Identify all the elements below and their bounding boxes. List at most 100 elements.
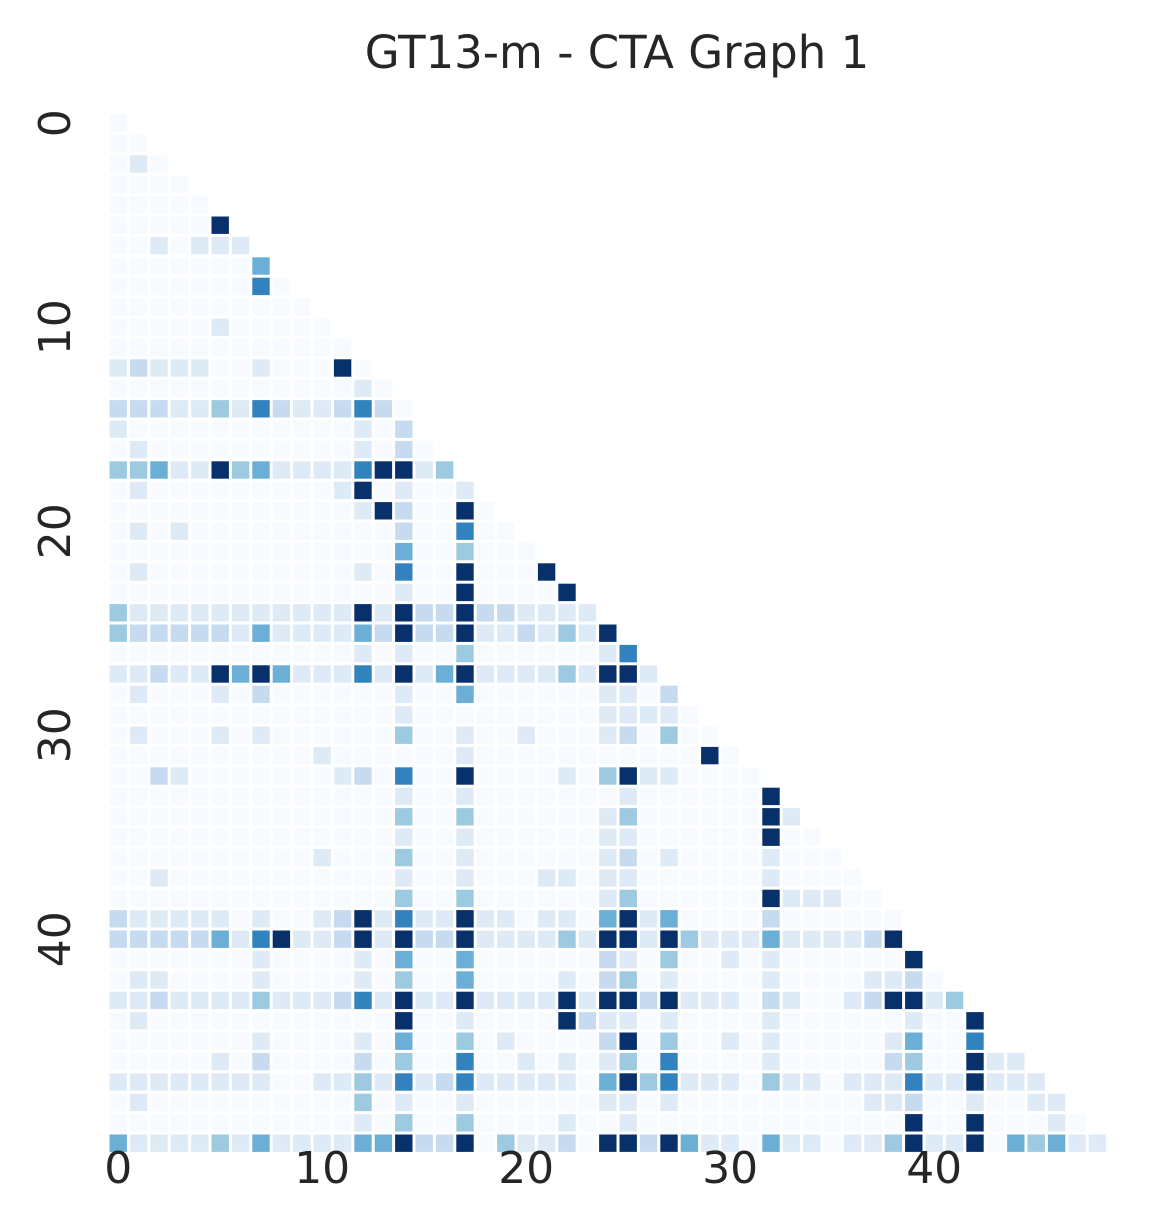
heatmap-cell bbox=[293, 461, 311, 479]
heatmap-cell bbox=[537, 726, 556, 744]
heatmap-cell bbox=[435, 746, 454, 765]
heatmap-cell bbox=[170, 1032, 189, 1050]
heatmap-cell bbox=[191, 930, 209, 948]
heatmap-cell bbox=[558, 1093, 576, 1112]
heatmap-cell bbox=[456, 1114, 474, 1132]
heatmap-cell bbox=[150, 359, 168, 377]
heatmap-cell bbox=[150, 583, 168, 602]
heatmap-cell bbox=[497, 889, 515, 908]
heatmap-cell bbox=[456, 808, 474, 826]
heatmap-cell bbox=[619, 950, 637, 969]
heatmap-cell bbox=[435, 624, 454, 642]
heatmap-cell bbox=[333, 726, 352, 744]
heatmap-cell bbox=[619, 787, 637, 806]
heatmap-cell bbox=[109, 726, 127, 744]
heatmap-cell bbox=[395, 420, 413, 438]
heatmap-cell bbox=[680, 1073, 699, 1091]
heatmap-cell bbox=[231, 379, 250, 398]
heatmap-cell bbox=[558, 726, 576, 744]
heatmap-cell bbox=[129, 481, 148, 500]
heatmap-cell bbox=[252, 298, 270, 316]
heatmap-cell bbox=[211, 1114, 229, 1132]
heatmap-cell bbox=[537, 563, 556, 581]
heatmap-cell bbox=[333, 604, 352, 622]
heatmap-cell bbox=[558, 624, 576, 642]
heatmap-cell bbox=[109, 1073, 127, 1091]
heatmap-cell bbox=[170, 522, 189, 540]
heatmap-cell bbox=[517, 1052, 535, 1071]
heatmap-cell bbox=[252, 338, 270, 357]
heatmap-cell bbox=[415, 706, 433, 724]
heatmap-cell bbox=[150, 196, 168, 214]
heatmap-cell bbox=[395, 767, 413, 785]
heatmap-cell bbox=[231, 1012, 250, 1030]
heatmap-cell bbox=[170, 298, 189, 316]
heatmap-cell bbox=[395, 869, 413, 887]
heatmap-cell bbox=[150, 522, 168, 540]
heatmap-cell bbox=[272, 706, 291, 724]
heatmap-cell bbox=[252, 1114, 270, 1132]
heatmap-cell bbox=[272, 869, 291, 887]
heatmap-cell bbox=[211, 1052, 229, 1071]
heatmap-cell bbox=[680, 1114, 699, 1132]
heatmap-cell bbox=[170, 563, 189, 581]
heatmap-cell bbox=[129, 1134, 148, 1152]
heatmap-cell bbox=[395, 563, 413, 581]
heatmap-cell bbox=[129, 563, 148, 581]
heatmap-cell bbox=[191, 808, 209, 826]
heatmap-cell bbox=[374, 583, 393, 602]
heatmap-cell bbox=[211, 950, 229, 969]
heatmap-cell bbox=[476, 930, 495, 948]
heatmap-cell bbox=[231, 726, 250, 744]
heatmap-cell bbox=[537, 808, 556, 826]
heatmap-cell bbox=[374, 767, 393, 785]
heatmap-cell bbox=[272, 1134, 291, 1152]
heatmap-cell bbox=[884, 1114, 903, 1132]
heatmap-cell bbox=[170, 359, 189, 377]
heatmap-cell bbox=[476, 624, 495, 642]
heatmap-cell bbox=[109, 440, 127, 459]
heatmap-cell bbox=[701, 950, 719, 969]
heatmap-cell bbox=[395, 1012, 413, 1030]
heatmap-cell bbox=[782, 889, 801, 908]
heatmap-cell bbox=[578, 1032, 597, 1050]
heatmap-cell bbox=[191, 563, 209, 581]
heatmap-cell bbox=[803, 1012, 821, 1030]
heatmap-cell bbox=[762, 1093, 780, 1112]
heatmap-cell bbox=[293, 889, 311, 908]
heatmap-cell bbox=[252, 767, 270, 785]
heatmap-cell bbox=[762, 787, 780, 806]
heatmap-cell bbox=[354, 644, 372, 663]
heatmap-cell bbox=[803, 869, 821, 887]
heatmap-cell bbox=[456, 950, 474, 969]
heatmap-cell bbox=[313, 746, 331, 765]
heatmap-cell bbox=[129, 1012, 148, 1030]
heatmap-cell bbox=[293, 1012, 311, 1030]
heatmap-cell bbox=[639, 746, 658, 765]
heatmap-cell bbox=[905, 1073, 923, 1091]
heatmap-cell bbox=[252, 604, 270, 622]
heatmap-cell bbox=[252, 1032, 270, 1050]
heatmap-cell bbox=[252, 808, 270, 826]
heatmap-cell bbox=[354, 706, 372, 724]
heatmap-cell bbox=[558, 930, 576, 948]
heatmap-cell bbox=[680, 910, 699, 928]
heatmap-cell bbox=[333, 706, 352, 724]
heatmap-cell bbox=[497, 787, 515, 806]
heatmap-cell bbox=[191, 481, 209, 500]
heatmap-cell bbox=[150, 563, 168, 581]
heatmap-cell bbox=[170, 767, 189, 785]
heatmap-cell bbox=[558, 583, 576, 602]
heatmap-cell bbox=[395, 1052, 413, 1071]
heatmap-cell bbox=[109, 787, 127, 806]
heatmap-cell bbox=[333, 1073, 352, 1091]
heatmap-cell bbox=[272, 665, 291, 683]
heatmap-cell bbox=[252, 848, 270, 867]
heatmap-cell bbox=[231, 644, 250, 663]
heatmap-cell bbox=[435, 1073, 454, 1091]
heatmap-cell bbox=[497, 950, 515, 969]
heatmap-cell bbox=[191, 746, 209, 765]
heatmap-cell bbox=[435, 726, 454, 744]
heatmap-cell bbox=[721, 767, 739, 785]
heatmap-cell bbox=[497, 828, 515, 846]
